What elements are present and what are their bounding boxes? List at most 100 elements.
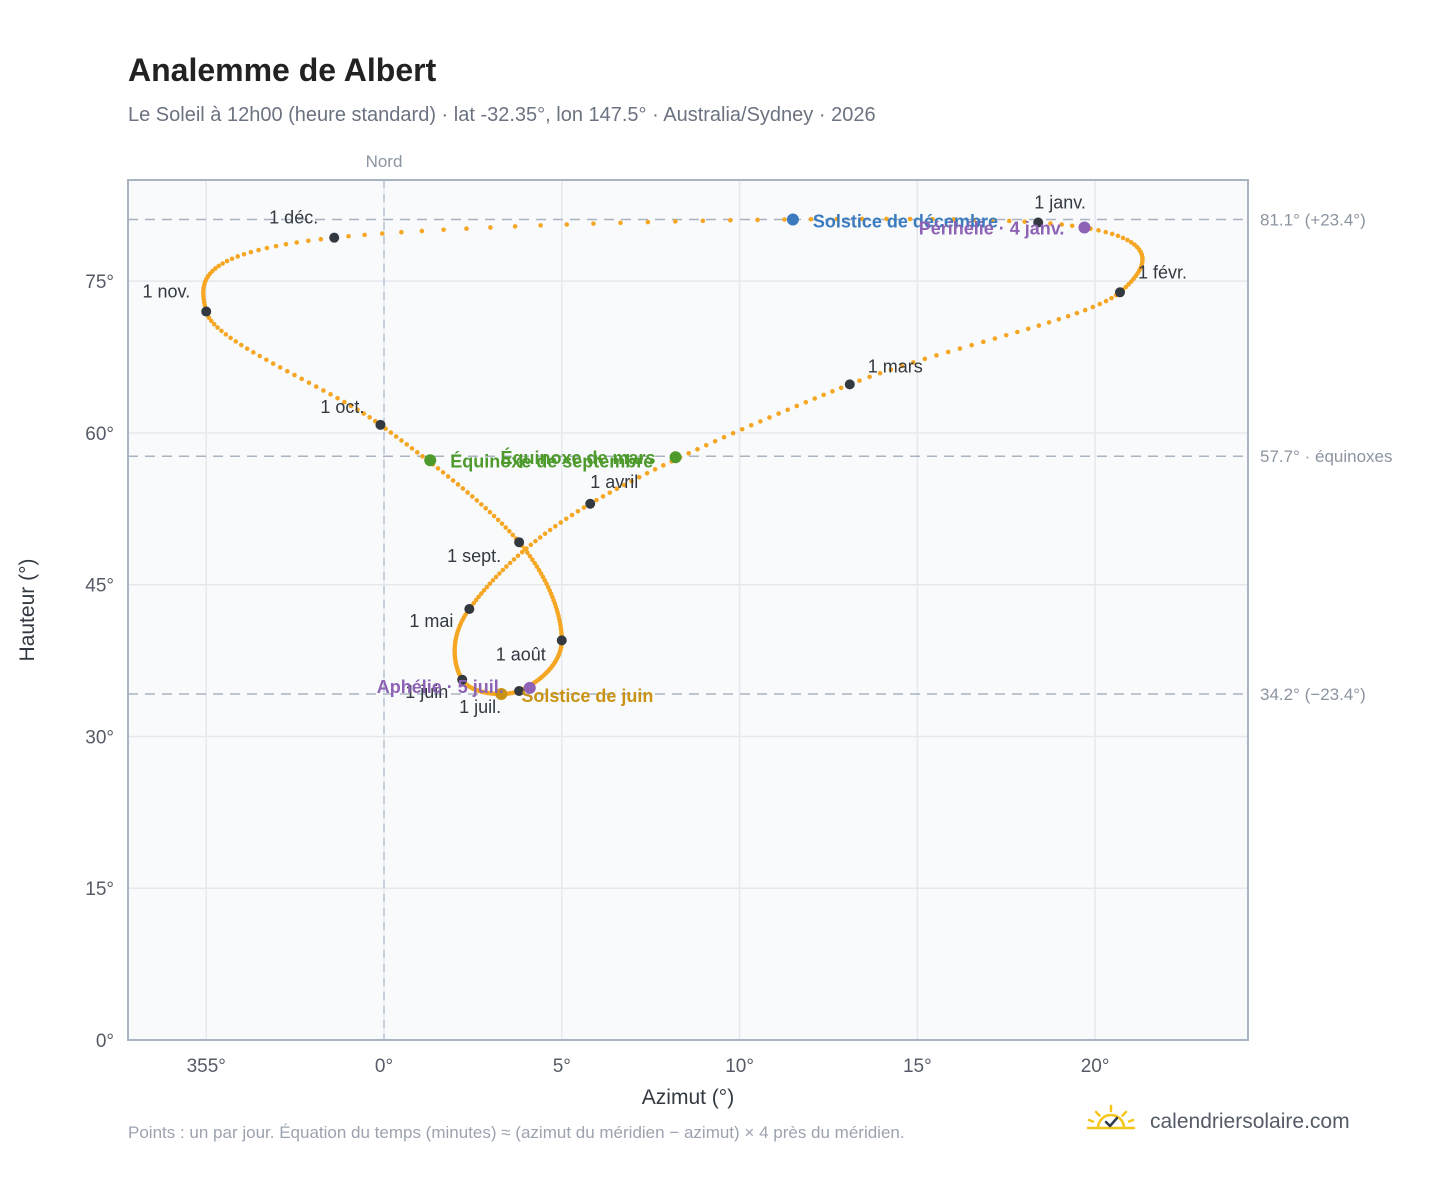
day-point <box>776 411 781 416</box>
day-point <box>219 328 224 334</box>
event-label: Équinoxe de septembre <box>450 450 653 471</box>
day-point <box>922 356 928 362</box>
month-label: 1 sept. <box>447 546 501 566</box>
day-point <box>361 411 367 416</box>
x-tick-label: 10° <box>725 1056 754 1077</box>
day-point <box>564 222 570 227</box>
y-tick-label: 60° <box>85 424 114 445</box>
day-point <box>393 434 399 439</box>
day-point <box>481 588 487 593</box>
day-point <box>522 546 528 552</box>
month-label: 1 déc. <box>269 208 318 228</box>
day-point <box>388 430 394 435</box>
day-point <box>479 502 484 507</box>
day-point <box>1036 323 1042 328</box>
day-point <box>313 384 319 389</box>
day-point <box>441 227 446 233</box>
day-point <box>455 482 461 487</box>
day-point <box>629 478 634 484</box>
day-point <box>594 497 599 503</box>
day-point <box>419 228 425 234</box>
x-tick-label: 5° <box>553 1056 571 1077</box>
chart-footnote: Points : un par jour. Équation du temps … <box>128 1123 905 1142</box>
day-point <box>884 216 889 222</box>
day-point <box>420 454 425 459</box>
day-point <box>1115 233 1121 239</box>
day-point <box>1074 310 1080 316</box>
day-point <box>600 494 606 499</box>
event-label: Solstice de juin <box>521 686 653 706</box>
day-point <box>504 564 509 569</box>
day-point <box>712 438 718 444</box>
day-point <box>1059 222 1065 227</box>
x-tick-label: 15° <box>903 1056 932 1077</box>
day-point <box>379 231 385 236</box>
reference-line-label: 81.1° (+23.4°) <box>1260 210 1366 229</box>
month-marker <box>201 306 212 317</box>
day-point <box>294 240 300 245</box>
day-point <box>888 367 894 372</box>
month-label: 1 avril <box>590 472 638 492</box>
x-tick-label: 355° <box>187 1056 226 1077</box>
day-point <box>1096 228 1101 233</box>
day-point <box>1109 231 1115 237</box>
day-point <box>503 525 509 530</box>
day-point <box>507 560 513 566</box>
day-point <box>256 247 261 253</box>
day-point <box>510 532 516 538</box>
day-point <box>478 591 484 596</box>
day-point <box>989 218 995 223</box>
day-point <box>945 349 951 355</box>
month-marker <box>329 232 340 243</box>
day-point <box>283 241 289 247</box>
day-point <box>782 217 787 222</box>
month-label: 1 juil. <box>459 697 501 717</box>
day-point <box>857 378 862 383</box>
day-point <box>491 513 497 519</box>
day-point <box>540 574 546 580</box>
event-marker <box>424 454 437 467</box>
event-label: Périhélie · 4 janv. <box>919 219 1065 239</box>
event-marker <box>1078 221 1091 234</box>
reference-line-label: 34.2° (−23.4°) <box>1260 685 1366 704</box>
day-point <box>1090 304 1096 310</box>
day-point <box>476 594 481 600</box>
day-point <box>1120 235 1126 241</box>
day-point <box>445 474 451 479</box>
day-point <box>409 446 415 451</box>
y-tick-label: 75° <box>85 272 114 293</box>
month-marker <box>585 498 596 509</box>
event-label: Aphélie · 5 juil. <box>377 677 504 697</box>
brand-name: calendriersolaire.com <box>1150 1109 1350 1133</box>
month-label: 1 févr. <box>1138 262 1187 282</box>
day-point <box>821 392 826 398</box>
brand-logo[interactable]: calendriersolaire.com <box>1084 1104 1350 1139</box>
day-point <box>273 243 279 249</box>
day-point <box>251 350 256 355</box>
day-point <box>512 224 518 229</box>
day-point <box>558 520 564 525</box>
day-point <box>532 560 538 566</box>
day-point <box>495 517 501 523</box>
month-label: 1 nov. <box>143 282 191 302</box>
day-point <box>229 256 235 262</box>
day-point <box>703 442 709 448</box>
day-point <box>213 266 218 271</box>
day-point <box>739 426 745 432</box>
day-point <box>277 365 283 370</box>
day-point <box>241 251 247 257</box>
event-label: Solstice de décembre <box>813 211 998 231</box>
month-marker <box>556 635 567 646</box>
day-point <box>644 470 650 476</box>
month-marker <box>844 379 855 390</box>
day-point <box>216 263 222 269</box>
month-marker <box>1115 287 1125 298</box>
day-point <box>519 549 525 555</box>
month-marker <box>514 685 525 696</box>
day-point <box>224 258 230 264</box>
plot-frame <box>127 179 1249 1041</box>
month-marker <box>375 419 386 430</box>
month-label: 1 mai <box>409 611 453 631</box>
day-point <box>542 578 548 583</box>
day-point <box>530 557 535 562</box>
